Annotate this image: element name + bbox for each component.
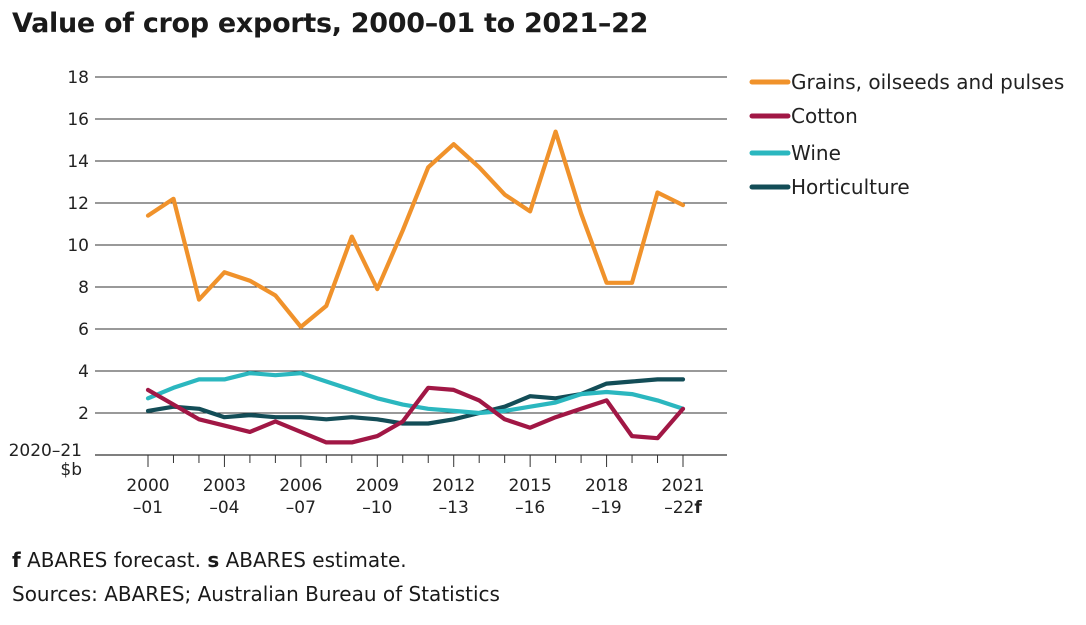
y-tick-label-6: 6 bbox=[78, 320, 89, 340]
x-tick-label-9: 2009 bbox=[356, 476, 399, 496]
x-tick-label-text: –16 bbox=[515, 498, 545, 518]
x-tick-label-21: 2021 bbox=[661, 476, 704, 496]
x-tick-label-text: –01 bbox=[133, 498, 163, 518]
x-tick-label-3: 2003 bbox=[203, 476, 246, 496]
estimate-text: ABARES estimate. bbox=[219, 548, 407, 572]
gridlines bbox=[95, 76, 727, 414]
y-axis-label: 2020–21 $b bbox=[9, 441, 82, 480]
x-tick-label-12: 2012 bbox=[432, 476, 475, 496]
x-tick-label-18: 2018 bbox=[585, 476, 628, 496]
series-line-cotton bbox=[145, 385, 686, 445]
x-tick-label-21-line2: –22f bbox=[664, 498, 702, 518]
x-tick-label-text: –07 bbox=[286, 498, 316, 518]
y-tick-label-8: 8 bbox=[78, 278, 89, 298]
legend-label-cotton: Cotton bbox=[791, 104, 858, 128]
y-tick-label-2: 2 bbox=[78, 404, 89, 424]
x-tick-label-15-line2: –16 bbox=[515, 498, 545, 518]
series-line-grains-oilseeds-and-pulses bbox=[145, 129, 686, 329]
x-tick-label-18-line2: –19 bbox=[592, 498, 622, 518]
x-tick-label-text: –04 bbox=[209, 498, 239, 518]
x-tick-label-0-line2: –01 bbox=[133, 498, 163, 518]
x-tick-label-text: –13 bbox=[439, 498, 469, 518]
forecast-note: f ABARES forecast. s ABARES estimate. bbox=[12, 548, 407, 572]
x-tick-label-0: 2000 bbox=[126, 476, 169, 496]
forecast-text: ABARES forecast. bbox=[20, 548, 208, 572]
x-tick-label-text: –10 bbox=[362, 498, 392, 518]
x-tick-label-6: 2006 bbox=[279, 476, 322, 496]
y-tick-label-4: 4 bbox=[78, 362, 89, 382]
y-axis-label-line: $b bbox=[60, 460, 82, 480]
forecast-marker: f bbox=[12, 548, 21, 572]
chart-title: Value of crop exports, 2000–01 to 2021–2… bbox=[12, 8, 649, 39]
legend-label-horticulture: Horticulture bbox=[791, 175, 910, 199]
legend-label-grains-oilseeds-and-pulses: Grains, oilseeds and pulses bbox=[791, 70, 1064, 94]
legend: Grains, oilseeds and pulses Cotton Wine Hor… bbox=[749, 70, 1064, 199]
x-tick-label-15: 2015 bbox=[509, 476, 552, 496]
y-tick-label-10: 10 bbox=[67, 236, 89, 256]
x-tick-label-6-line2: –07 bbox=[286, 498, 316, 518]
y-axis-label-line: 2020–21 bbox=[9, 441, 82, 461]
series-line-horticulture bbox=[145, 377, 686, 426]
forecast-flag: f bbox=[694, 498, 702, 518]
series-lines bbox=[145, 129, 686, 445]
x-tick-label-text: –19 bbox=[592, 498, 622, 518]
x-tick-label-12-line2: –13 bbox=[439, 498, 469, 518]
x-tick-label-3-line2: –04 bbox=[209, 498, 239, 518]
sources-note: Sources: ABARES; Australian Bureau of St… bbox=[12, 582, 500, 606]
x-tick-label-text: –22 bbox=[664, 498, 694, 518]
legend-label-wine: Wine bbox=[791, 141, 841, 165]
y-tick-label-12: 12 bbox=[67, 194, 89, 214]
y-tick-label-16: 16 bbox=[67, 110, 89, 130]
x-tick-label-9-line2: –10 bbox=[362, 498, 392, 518]
estimate-marker: s bbox=[207, 548, 220, 572]
y-tick-label-18: 18 bbox=[67, 68, 89, 88]
axes: 2 4 6 8 10 12 14 16 18 2020–21 $b 2000–01 2003–04 200… bbox=[9, 68, 727, 518]
y-tick-label-14: 14 bbox=[67, 152, 89, 172]
